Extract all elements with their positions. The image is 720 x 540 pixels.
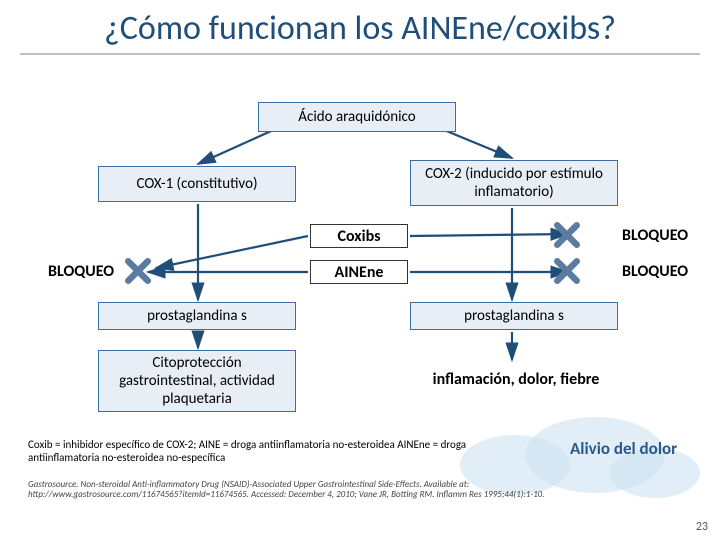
footnote-text: Coxib = inhibidor específico de COX-2; A…: [28, 438, 508, 464]
box-cox1: COX-1 (constitutivo): [98, 166, 296, 202]
cross-icon-3: [554, 258, 580, 284]
box-coxibs: Coxibs: [310, 224, 408, 248]
label-relief: Alivio del dolor: [570, 438, 677, 459]
label-inflammation: inflamación, dolor, fiebre: [412, 370, 620, 389]
cross-icon-2: [554, 222, 580, 248]
box-pg-right: prostaglandina s: [410, 302, 618, 330]
references-text: Gastrosource. Non-steroidal Anti-inflamm…: [28, 480, 588, 501]
slide-title: ¿Cómo funcionan los AINEne/coxibs?: [20, 0, 700, 55]
box-cito: Citoprotección gastrointestinal, activid…: [98, 350, 296, 412]
label-bloqueo-3: BLOQUEO: [622, 262, 688, 281]
box-acido: Ácido araquidónico: [258, 102, 456, 132]
box-ainene: AINEne: [310, 260, 408, 284]
cross-icon-1: [125, 258, 151, 284]
label-bloqueo-2: BLOQUEO: [622, 226, 688, 245]
box-cox2: COX-2 (inducido por estímulo inflamatori…: [410, 160, 618, 206]
slide-number: 23: [696, 520, 708, 534]
label-bloqueo-1: BLOQUEO: [48, 262, 114, 281]
box-pg-left: prostaglandina s: [98, 302, 296, 330]
